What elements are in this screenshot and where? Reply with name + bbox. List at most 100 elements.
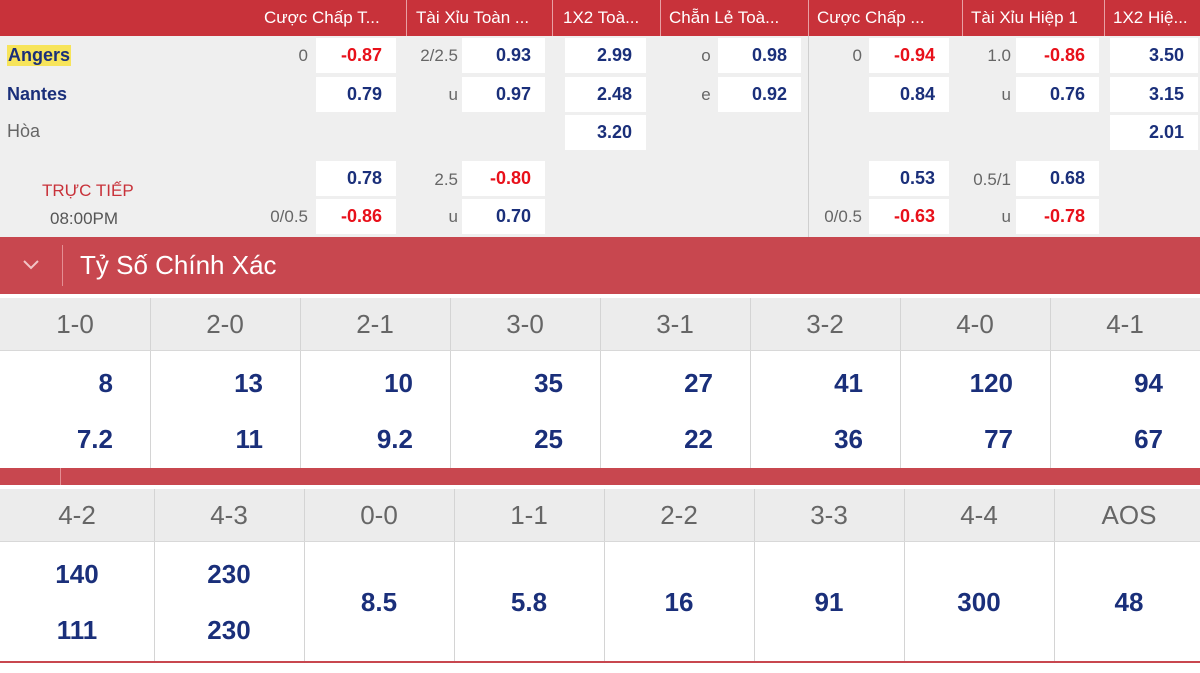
h1-handicap-home-odds[interactable]: -0.94 — [869, 38, 949, 73]
score-away-odds[interactable]: 67 — [1134, 424, 1163, 454]
ft-ou-line: 2/2.5 — [420, 46, 458, 65]
score-home-odds[interactable]: 120 — [969, 368, 1013, 398]
score-label: 2-0 — [206, 309, 244, 339]
h1-ou-under-odds-alt[interactable]: -0.78 — [1016, 199, 1099, 234]
column-divider — [754, 489, 755, 661]
ft-ou-over-odds-alt[interactable]: -0.80 — [462, 161, 545, 196]
score-home-odds[interactable]: 41 — [834, 368, 863, 398]
home-team-name[interactable]: Angers — [7, 45, 72, 66]
score-label: 2-1 — [356, 309, 394, 339]
h1-ou-line: 1.0 — [987, 46, 1011, 65]
h1-handicap-away-odds-alt[interactable]: -0.63 — [869, 199, 949, 234]
ft-ou-over-odds[interactable]: 0.93 — [462, 38, 545, 73]
score-label: 4-2 — [58, 500, 96, 530]
score-label: 4-4 — [960, 500, 998, 530]
h1-handicap-away-odds[interactable]: 0.84 — [869, 77, 949, 112]
score-home-odds[interactable]: 140 — [55, 559, 99, 589]
away-team-name[interactable]: Nantes — [7, 84, 68, 104]
ft-handicap-away-odds-alt[interactable]: -0.86 — [316, 199, 396, 234]
header-divider — [406, 0, 407, 36]
col-header-h1-over-under[interactable]: Tài Xỉu Hiệp 1 — [971, 8, 1078, 27]
score-odds[interactable]: 16 — [664, 587, 694, 617]
draw-label: Hòa — [7, 121, 41, 141]
ft-even-odds[interactable]: 0.92 — [718, 77, 801, 112]
score-away-odds[interactable]: 111 — [56, 615, 98, 645]
ft-handicap-line: 0 — [298, 46, 308, 65]
h1-handicap-line-alt: 0/0.5 — [824, 207, 862, 226]
ft-ou-under-odds-alt[interactable]: 0.70 — [462, 199, 545, 234]
ft-handicap-away-odds[interactable]: 0.79 — [316, 77, 396, 112]
score-home-odds[interactable]: 94 — [1134, 368, 1163, 398]
ft-1x2-home-odds[interactable]: 2.99 — [565, 38, 646, 73]
col-header-h1-handicap[interactable]: Cược Chấp ... — [817, 8, 925, 27]
column-divider — [154, 489, 155, 661]
ft-ou-under-odds[interactable]: 0.97 — [462, 77, 545, 112]
score-label: 3-1 — [656, 309, 694, 339]
score-label: 1-1 — [510, 500, 548, 530]
match-time: 08:00PM — [50, 209, 119, 228]
h1-ou-over-odds[interactable]: -0.86 — [1016, 38, 1099, 73]
score-label: 4-3 — [210, 500, 248, 530]
column-divider — [900, 298, 901, 468]
h1-handicap-line: 0 — [852, 46, 862, 65]
score-home-odds[interactable]: 27 — [684, 368, 713, 398]
score-odds[interactable]: 5.8 — [510, 587, 548, 617]
score-odds[interactable]: 300 — [957, 587, 1001, 617]
column-divider — [904, 489, 905, 661]
column-divider — [604, 489, 605, 661]
col-header-ft-over-under[interactable]: Tài Xỉu Toàn ... — [416, 8, 530, 27]
score-odds[interactable]: 8.5 — [360, 587, 398, 617]
score-away-odds[interactable]: 36 — [834, 424, 863, 454]
ft-1x2-away-odds[interactable]: 2.48 — [565, 77, 646, 112]
ft-handicap-home-odds[interactable]: -0.87 — [316, 38, 396, 73]
score-label: 3-0 — [506, 309, 544, 339]
h1-ou-under-label-alt: u — [1001, 207, 1011, 226]
section-title: Tỷ Số Chính Xác — [80, 250, 277, 280]
h1-1x2-home-odds[interactable]: 3.50 — [1110, 38, 1198, 73]
column-divider — [600, 298, 601, 468]
score-odds[interactable]: 48 — [1114, 587, 1144, 617]
score-away-odds[interactable]: 9.2 — [376, 424, 413, 454]
col-header-ft-handicap[interactable]: Cược Chấp T... — [264, 8, 380, 27]
score-home-odds[interactable]: 13 — [234, 368, 263, 398]
score-home-odds[interactable]: 8 — [98, 368, 113, 398]
h1-1x2-draw-odds[interactable]: 2.01 — [1110, 115, 1198, 150]
header-divider — [660, 0, 661, 36]
bottom-border — [0, 661, 1200, 663]
col-header-h1-1x2[interactable]: 1X2 Hiệ... — [1113, 8, 1188, 27]
score-label: 1-0 — [56, 309, 94, 339]
h1-handicap-home-odds-alt[interactable]: 0.53 — [869, 161, 949, 196]
col-header-ft-odd-even[interactable]: Chẵn Lẻ Toà... — [669, 8, 780, 27]
column-divider — [750, 298, 751, 468]
column-divider — [1050, 298, 1051, 468]
score-away-odds[interactable]: 22 — [684, 424, 713, 454]
col-header-ft-1x2[interactable]: 1X2 Toà... — [563, 8, 640, 27]
score-away-odds[interactable]: 7.2 — [76, 424, 113, 454]
score-away-odds[interactable]: 11 — [235, 424, 264, 454]
score-odds[interactable]: 91 — [814, 587, 844, 617]
score-label: 3-3 — [810, 500, 848, 530]
h1-ou-over-odds-alt[interactable]: 0.68 — [1016, 161, 1099, 196]
score-label: 4-1 — [1106, 309, 1144, 339]
market-header-bar: Cược Chấp T... Tài Xỉu Toàn ... 1X2 Toà.… — [0, 0, 1200, 36]
score-home-odds[interactable]: 10 — [384, 368, 413, 398]
h1-ou-under-odds[interactable]: 0.76 — [1016, 77, 1099, 112]
correct-score-section-bar — [0, 237, 1200, 294]
h1-1x2-away-odds[interactable]: 3.15 — [1110, 77, 1198, 112]
score-away-odds[interactable]: 77 — [984, 424, 1013, 454]
ft-handicap-home-odds-alt[interactable]: 0.78 — [316, 161, 396, 196]
score-away-odds[interactable]: 230 — [207, 615, 251, 645]
ft-odd-odds[interactable]: 0.98 — [718, 38, 801, 73]
score-home-odds[interactable]: 35 — [534, 368, 563, 398]
score-home-odds[interactable]: 230 — [207, 559, 251, 589]
ft-1x2-draw-odds[interactable]: 3.20 — [565, 115, 646, 150]
column-divider — [300, 298, 301, 468]
score-away-odds[interactable]: 25 — [534, 424, 563, 454]
score-label: 2-2 — [660, 500, 698, 530]
column-divider — [1054, 489, 1055, 661]
collapse-toggle[interactable] — [0, 237, 62, 294]
row-divider — [0, 350, 1200, 351]
ft-handicap-line-alt: 0/0.5 — [270, 207, 308, 226]
ft-even-label: e — [701, 85, 711, 104]
header-divider — [962, 0, 963, 36]
